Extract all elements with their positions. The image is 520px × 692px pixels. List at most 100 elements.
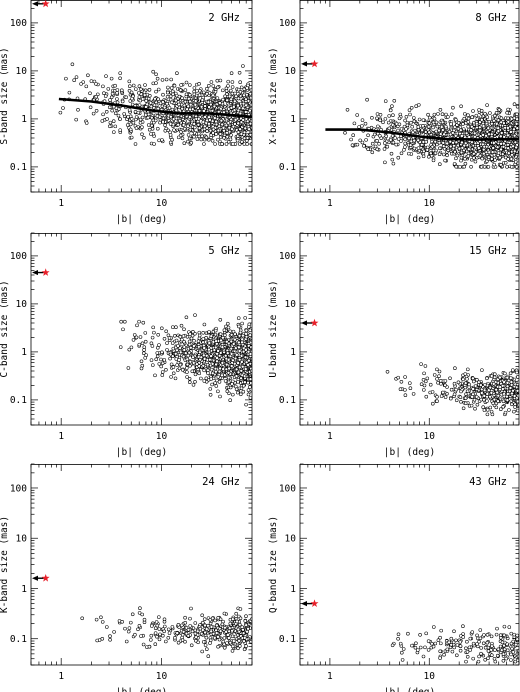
data-point	[236, 390, 240, 395]
band-frequency-label: 8 GHz	[475, 12, 507, 24]
data-point	[74, 75, 79, 79]
data-point	[516, 161, 519, 166]
data-point	[500, 152, 505, 156]
data-point	[189, 336, 194, 341]
data-point	[120, 88, 124, 93]
data-point	[451, 105, 455, 110]
data-point	[220, 345, 225, 349]
data-point	[358, 138, 362, 143]
data-point	[183, 88, 188, 92]
data-point	[399, 151, 404, 156]
data-point	[240, 321, 244, 326]
data-point	[485, 103, 489, 107]
data-point	[231, 342, 236, 346]
data-point	[467, 147, 471, 151]
data-point	[481, 133, 485, 137]
data-point	[451, 146, 456, 151]
data-point	[113, 111, 118, 116]
data-point	[248, 328, 252, 333]
data-point	[139, 366, 144, 371]
data-point	[146, 96, 151, 101]
data-point	[118, 128, 122, 132]
data-point	[221, 88, 225, 93]
data-point	[192, 134, 196, 139]
data-point	[212, 104, 217, 109]
data-point	[229, 71, 234, 75]
data-point	[199, 376, 203, 381]
data-point	[490, 121, 494, 126]
data-point	[136, 110, 141, 115]
data-point	[247, 127, 251, 131]
data-point	[481, 124, 486, 128]
plot-frame	[299, 0, 520, 193]
data-point	[127, 79, 132, 84]
data-point	[176, 135, 181, 140]
star-icon	[310, 59, 319, 68]
data-point	[449, 112, 454, 117]
data-point	[207, 84, 211, 88]
scatter-points	[58, 62, 252, 146]
data-point	[405, 123, 410, 128]
data-point	[375, 112, 380, 116]
data-point	[202, 368, 206, 373]
data-point	[112, 130, 116, 134]
data-point	[207, 122, 211, 126]
data-point	[509, 117, 514, 121]
data-point	[515, 104, 519, 109]
data-point	[506, 107, 510, 112]
data-point	[366, 133, 370, 138]
data-point	[236, 316, 241, 320]
data-point	[460, 134, 464, 138]
data-point	[490, 150, 495, 154]
data-point	[427, 121, 432, 125]
data-point	[214, 119, 218, 124]
data-point	[233, 99, 237, 104]
data-point	[156, 126, 160, 131]
data-point	[403, 137, 407, 142]
data-point	[196, 339, 201, 343]
y-tick-label: 100	[10, 18, 27, 29]
scatter-points	[385, 362, 519, 417]
data-point	[169, 77, 173, 82]
data-point	[424, 394, 429, 399]
data-point	[192, 344, 196, 348]
data-point	[128, 127, 133, 132]
data-point	[376, 124, 380, 129]
data-point	[493, 113, 497, 118]
data-point	[174, 325, 178, 329]
data-point	[224, 86, 229, 91]
data-point	[202, 109, 206, 113]
data-point	[222, 128, 226, 133]
data-point	[363, 121, 368, 126]
data-point	[502, 141, 506, 146]
data-point	[388, 108, 393, 113]
data-point	[229, 106, 234, 110]
data-point	[174, 108, 179, 113]
data-point	[233, 332, 237, 336]
data-point	[514, 165, 519, 169]
data-point	[244, 402, 248, 407]
data-point	[460, 140, 464, 145]
y-tick-label: 10	[285, 66, 297, 77]
y-tick-label: 1	[21, 114, 27, 125]
data-point	[215, 378, 219, 383]
data-point	[345, 108, 350, 112]
axis-ticks	[299, 232, 520, 426]
data-point	[207, 341, 212, 345]
data-point	[201, 364, 206, 368]
data-point	[416, 125, 421, 129]
data-point	[180, 136, 185, 141]
data-point	[230, 80, 235, 84]
data-point	[243, 126, 248, 131]
data-point	[125, 123, 130, 127]
data-point	[482, 144, 487, 149]
data-point	[478, 128, 482, 133]
data-point	[489, 409, 494, 414]
data-point	[454, 117, 458, 122]
data-point	[213, 381, 217, 385]
data-point	[233, 122, 237, 126]
data-point	[157, 138, 161, 143]
data-point	[196, 123, 201, 127]
data-point	[215, 85, 220, 90]
data-point	[169, 86, 174, 90]
